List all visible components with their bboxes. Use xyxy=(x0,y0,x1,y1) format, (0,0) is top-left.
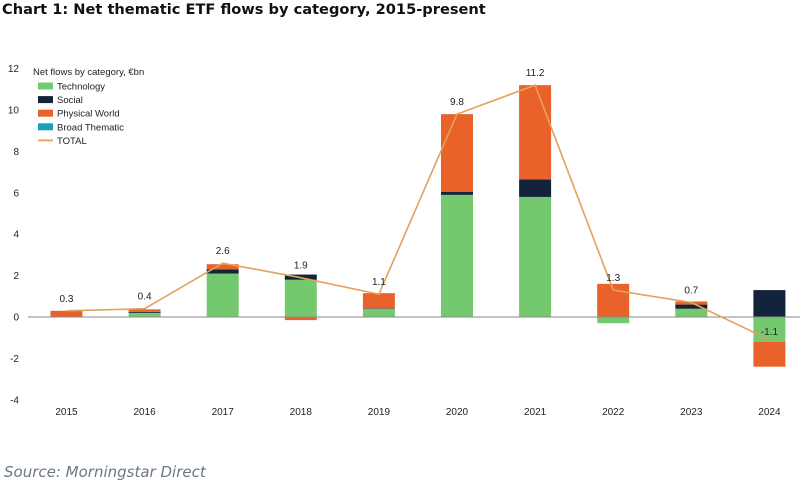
legend-swatch-physical-world xyxy=(38,109,53,117)
data-label-2022: 1.3 xyxy=(606,273,620,284)
y-tick-label: -2 xyxy=(10,354,19,365)
data-label-2021: 11.2 xyxy=(526,68,545,79)
data-label-2024: -1.1 xyxy=(761,327,779,338)
bar-social-2016 xyxy=(128,311,161,313)
bar-technology-2020 xyxy=(441,194,473,317)
y-axis: -4 -2 0 2 4 6 8 10 12 xyxy=(8,64,20,406)
bar-physical-world-2015 xyxy=(50,310,83,317)
legend-swatch-technology xyxy=(38,82,53,90)
bar-technology-2019 xyxy=(362,308,395,317)
y-tick-label: 10 xyxy=(8,106,20,117)
bar-physical-world-2020 xyxy=(441,114,473,192)
x-tick-label-2020: 2020 xyxy=(446,407,469,418)
bar-social-2017 xyxy=(206,269,239,274)
y-tick-label: 12 xyxy=(8,64,20,75)
x-tick-label-2017: 2017 xyxy=(212,407,235,418)
data-label-2017: 2.6 xyxy=(216,246,230,257)
legend-label-social: Social xyxy=(57,95,83,106)
bar-social-2020 xyxy=(441,191,473,195)
y-tick-label: 6 xyxy=(13,188,19,199)
x-axis: 2015 2016 2017 2018 2019 2020 2021 2022 2023 2024 xyxy=(55,407,781,418)
y-tick-label: 8 xyxy=(13,147,19,158)
bar-technology-2024 xyxy=(753,317,786,342)
legend-swatch-broad-thematic xyxy=(38,123,53,131)
bar-social-2021 xyxy=(519,179,552,197)
bar-physical-world-2024 xyxy=(753,341,786,367)
data-label-2023: 0.7 xyxy=(684,286,698,297)
bars xyxy=(50,85,786,367)
legend-label-total: TOTAL xyxy=(57,136,87,147)
y-tick-label: 4 xyxy=(13,230,19,241)
bar-physical-world-2021 xyxy=(519,85,552,180)
bar-technology-2022 xyxy=(597,317,630,324)
bar-physical-world-2016 xyxy=(128,309,161,312)
legend-swatch-social xyxy=(38,96,53,104)
x-tick-label-2015: 2015 xyxy=(55,407,78,418)
legend: Net flows by category, €bn Technology Soci… xyxy=(33,67,144,147)
data-label-2016: 0.4 xyxy=(138,292,152,303)
legend-label-physical-world: Physical World xyxy=(57,109,120,120)
bar-technology-2018 xyxy=(284,279,317,317)
x-tick-label-2024: 2024 xyxy=(758,407,781,418)
legend-label-broad-thematic: Broad Thematic xyxy=(57,122,124,133)
chart-title: Chart 1: Net thematic ETF flows by categ… xyxy=(2,1,486,18)
x-tick-label-2018: 2018 xyxy=(290,407,313,418)
bar-technology-2016 xyxy=(128,312,161,317)
y-tick-label: 0 xyxy=(13,313,19,324)
y-tick-label: 2 xyxy=(13,271,19,282)
x-tick-label-2022: 2022 xyxy=(602,407,625,418)
data-label-2019: 1.1 xyxy=(372,277,386,288)
bar-physical-world-2019 xyxy=(362,293,395,309)
legend-title: Net flows by category, €bn xyxy=(33,67,144,78)
total-series-line xyxy=(66,84,770,341)
bar-technology-2023 xyxy=(675,308,708,317)
data-label-2018: 1.9 xyxy=(294,261,308,272)
bar-social-2024 xyxy=(753,290,786,317)
bar-physical-world-2018 xyxy=(284,317,317,321)
x-tick-label-2023: 2023 xyxy=(680,407,703,418)
bar-social-2019 xyxy=(362,308,395,309)
bar-technology-2021 xyxy=(519,196,552,317)
source-note: Source: Morningstar Direct xyxy=(4,463,206,481)
bar-social-2023 xyxy=(675,304,708,309)
data-label-2020: 9.8 xyxy=(450,97,464,108)
bar-physical-world-2017 xyxy=(206,264,239,270)
legend-label-technology: Technology xyxy=(57,82,105,93)
x-tick-label-2016: 2016 xyxy=(133,407,156,418)
x-tick-label-2021: 2021 xyxy=(524,407,547,418)
total-line xyxy=(66,84,770,341)
y-tick-label: -4 xyxy=(10,395,19,406)
data-label-2015: 0.3 xyxy=(60,294,74,305)
bar-technology-2017 xyxy=(206,273,239,317)
x-tick-label-2019: 2019 xyxy=(368,407,391,418)
data-labels: 0.3 0.4 2.6 1.9 1.1 9.8 11.2 1.3 0.7 -1.1 xyxy=(60,68,779,338)
